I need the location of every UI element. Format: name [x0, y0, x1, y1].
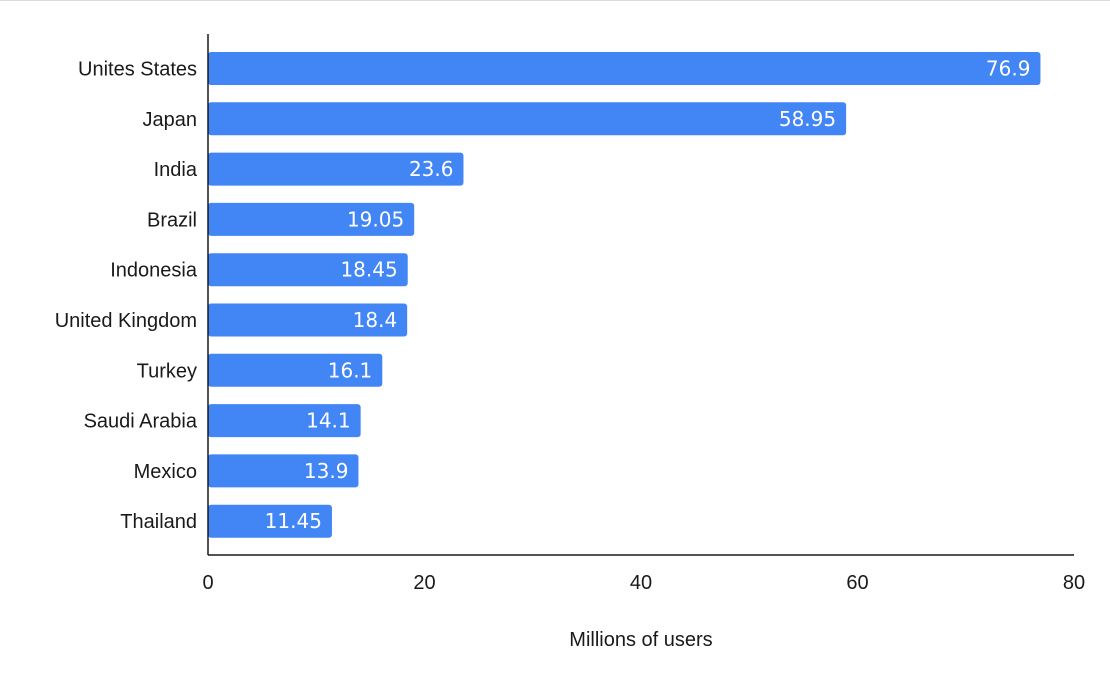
- bar-value-label: 76.9: [986, 57, 1031, 81]
- category-label: Brazil: [147, 209, 197, 231]
- category-label: United Kingdom: [55, 310, 197, 332]
- bar-value-label: 58.95: [779, 107, 836, 131]
- category-label: Mexico: [134, 461, 197, 483]
- bar: [208, 504, 332, 538]
- bar: [208, 102, 847, 136]
- bar-value-label: 19.05: [347, 207, 404, 231]
- value-labels-layer: 76.9 58.95 23.6 19.05 18.45 18.4 16.1 14.1 13.9 1…: [265, 57, 1031, 534]
- x-tick-label: 40: [630, 572, 652, 594]
- x-tick-label: 20: [413, 572, 435, 594]
- category-label: Thailand: [120, 511, 197, 533]
- bars-layer: [208, 52, 1041, 538]
- bar: [208, 303, 408, 337]
- category-label: Indonesia: [110, 260, 198, 282]
- bar-value-label: 16.1: [328, 358, 373, 382]
- bar: [208, 152, 464, 186]
- x-ticks-layer: 0 20 40 60 80: [202, 572, 1085, 594]
- category-label: Saudi Arabia: [84, 411, 198, 433]
- bar: [208, 404, 361, 438]
- category-labels-layer: Unites States Japan India Brazil Indonesia Un…: [55, 59, 198, 534]
- category-label: India: [154, 159, 198, 181]
- category-label: Unites States: [78, 59, 197, 81]
- bar: [208, 353, 383, 387]
- x-tick-label: 0: [202, 572, 213, 594]
- x-axis-title: Millions of users: [569, 629, 712, 651]
- bar-value-label: 18.4: [353, 308, 398, 332]
- bar: [208, 52, 1041, 85]
- bar-value-label: 14.1: [306, 409, 351, 433]
- bar-value-label: 13.9: [304, 459, 349, 483]
- bar-value-label: 11.45: [265, 509, 322, 533]
- bar-value-label: 18.45: [340, 258, 397, 282]
- bar: [208, 202, 415, 236]
- category-label: Japan: [143, 109, 198, 131]
- bar-value-label: 23.6: [409, 157, 454, 181]
- x-tick-label: 60: [846, 572, 868, 594]
- x-tick-label: 80: [1063, 572, 1085, 594]
- bar: [208, 454, 359, 488]
- category-label: Turkey: [137, 360, 197, 382]
- bar: [208, 253, 408, 287]
